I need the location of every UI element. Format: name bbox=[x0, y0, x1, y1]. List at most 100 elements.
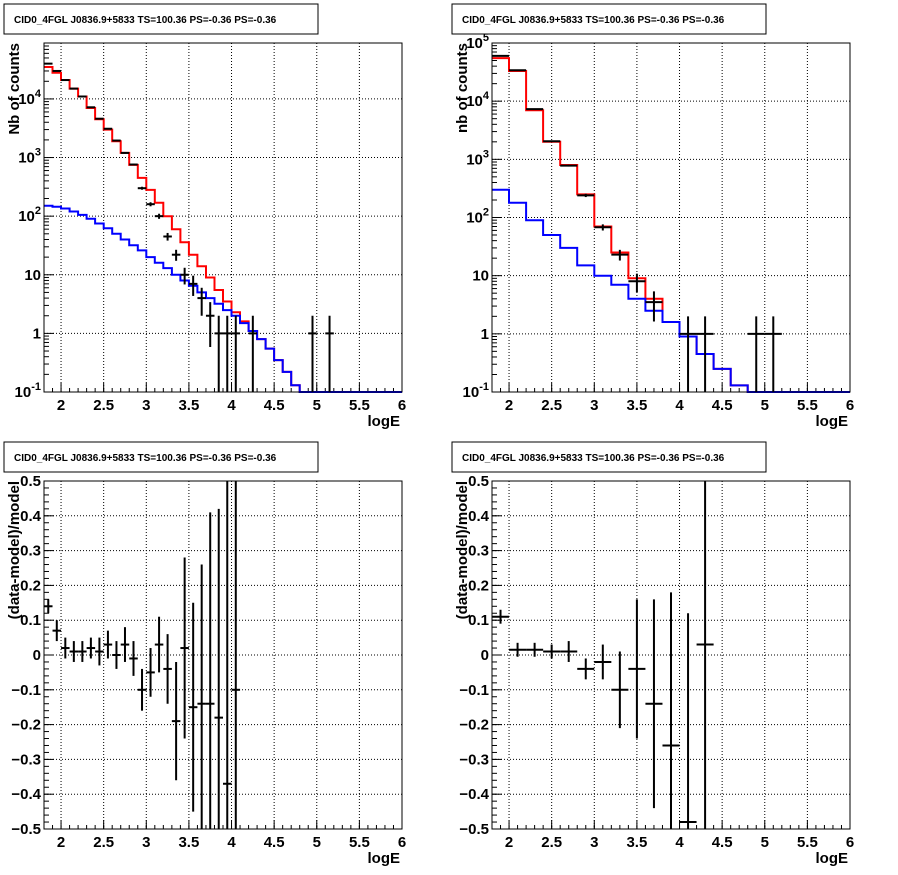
y-tick-label: 1 bbox=[481, 326, 489, 343]
x-tick-label: 6 bbox=[398, 397, 406, 414]
x-tick-label: 5.5 bbox=[349, 834, 370, 851]
data-point bbox=[526, 642, 544, 657]
data-point bbox=[645, 599, 663, 809]
tick-base: 10 bbox=[466, 151, 483, 168]
x-tick-label: 3.5 bbox=[626, 397, 647, 414]
data-point bbox=[120, 151, 130, 154]
x-tick-label: 5.5 bbox=[349, 397, 370, 414]
x-tick-label: 6 bbox=[846, 834, 854, 851]
data-point bbox=[526, 108, 544, 111]
data-point bbox=[180, 267, 189, 285]
x-tick-label: 3 bbox=[590, 834, 598, 851]
y-tick-label: −0.3 bbox=[11, 751, 41, 768]
tick-base: 10 bbox=[466, 93, 483, 110]
data-point bbox=[163, 634, 172, 704]
y-axis-label: (data-model)/model bbox=[454, 481, 471, 619]
tick-exponent: -1 bbox=[479, 381, 489, 393]
y-tick-label: −0.3 bbox=[459, 751, 489, 768]
data-point bbox=[577, 658, 595, 680]
y-axis-label: nb of counts bbox=[454, 43, 471, 133]
x-tick-label: 2.5 bbox=[93, 834, 114, 851]
y-tick-label: 0.1 bbox=[20, 612, 41, 629]
data-point bbox=[69, 641, 79, 662]
data-point bbox=[214, 315, 223, 392]
tick-exponent: 5 bbox=[483, 32, 489, 44]
x-tick-label: 2.5 bbox=[541, 397, 562, 414]
data-point bbox=[95, 117, 104, 120]
y-tick-label: 0 bbox=[33, 647, 41, 664]
data-point bbox=[129, 641, 138, 676]
x-tick-label: 6 bbox=[398, 834, 406, 851]
y-tick-label: −0.4 bbox=[459, 786, 489, 803]
x-tick-label: 4 bbox=[675, 397, 684, 414]
chart-title-box bbox=[451, 441, 767, 473]
data-point bbox=[577, 193, 595, 198]
x-tick-label: 3 bbox=[590, 397, 598, 414]
data-point bbox=[120, 627, 130, 662]
data-point bbox=[129, 163, 138, 166]
data-point bbox=[696, 316, 714, 392]
x-axis-label: logE bbox=[368, 413, 401, 430]
tick-exponent: 4 bbox=[483, 90, 490, 102]
data-point bbox=[611, 249, 629, 261]
y-tick-label: 104 bbox=[466, 90, 490, 110]
data-point bbox=[197, 287, 206, 316]
x-tick-label: 2 bbox=[57, 834, 65, 851]
x-tick-label: 5 bbox=[313, 397, 321, 414]
x-tick-label: 2.5 bbox=[93, 397, 114, 414]
data-point bbox=[180, 557, 189, 739]
tick-base: 10 bbox=[15, 384, 32, 401]
x-tick-label: 6 bbox=[846, 397, 854, 414]
tick-exponent: 3 bbox=[35, 147, 41, 159]
data-point bbox=[560, 164, 578, 167]
y-tick-label: 10-1 bbox=[15, 381, 41, 401]
y-tick-label: 10 bbox=[472, 268, 489, 285]
x-tick-label: 4 bbox=[227, 397, 236, 414]
tick-exponent: -1 bbox=[31, 381, 41, 393]
y-tick-label: −0.4 bbox=[11, 786, 41, 803]
data-point bbox=[231, 315, 241, 392]
data-point bbox=[146, 648, 155, 697]
data-point bbox=[628, 273, 646, 293]
chart-title-box bbox=[3, 441, 319, 473]
y-tick-label: 10-1 bbox=[463, 381, 489, 401]
data-point bbox=[163, 232, 172, 241]
data-point bbox=[112, 139, 121, 142]
data-point bbox=[662, 592, 680, 829]
data-point bbox=[747, 316, 765, 392]
chart-panel-2: CID0_4FGL J0836.9+5833 TS=100.36 PS=-0.3… bbox=[451, 3, 854, 430]
y-tick-label: 0.3 bbox=[20, 543, 41, 560]
data-point bbox=[492, 609, 510, 624]
y-tick-label: −0.5 bbox=[459, 821, 489, 838]
x-tick-label: 2 bbox=[505, 397, 513, 414]
data-point bbox=[112, 641, 121, 669]
data-point bbox=[248, 315, 258, 392]
chart-panel-3: CID0_4FGL J0836.9+5833 TS=100.36 PS=-0.3… bbox=[3, 441, 406, 867]
tick-base: 10 bbox=[466, 210, 483, 227]
y-tick-label: −0.1 bbox=[459, 682, 489, 699]
x-axis-label: logE bbox=[816, 850, 849, 867]
chart-title-box bbox=[451, 3, 767, 35]
tick-exponent: 2 bbox=[35, 205, 41, 217]
data-point bbox=[188, 602, 198, 812]
x-tick-label: 3 bbox=[142, 834, 150, 851]
y-tick-label: 102 bbox=[18, 205, 41, 225]
data-point bbox=[543, 140, 561, 143]
plot-frame bbox=[43, 42, 403, 393]
tick-base: 10 bbox=[466, 35, 483, 52]
data-point bbox=[223, 481, 232, 829]
data-point bbox=[696, 481, 714, 829]
tick-base: 10 bbox=[18, 150, 35, 167]
tick-exponent: 3 bbox=[483, 148, 489, 160]
chart-title: CID0_4FGL J0836.9+5833 TS=100.36 PS=-0.3… bbox=[462, 453, 725, 464]
data-point bbox=[137, 186, 147, 190]
data-point bbox=[154, 213, 164, 219]
y-tick-label: 0.4 bbox=[20, 508, 42, 525]
data-point bbox=[308, 315, 317, 392]
y-tick-label: 0.5 bbox=[20, 473, 41, 490]
data-point bbox=[231, 481, 241, 829]
data-point bbox=[44, 599, 53, 614]
x-tick-label: 3.5 bbox=[178, 397, 199, 414]
plot-frame bbox=[491, 480, 851, 830]
